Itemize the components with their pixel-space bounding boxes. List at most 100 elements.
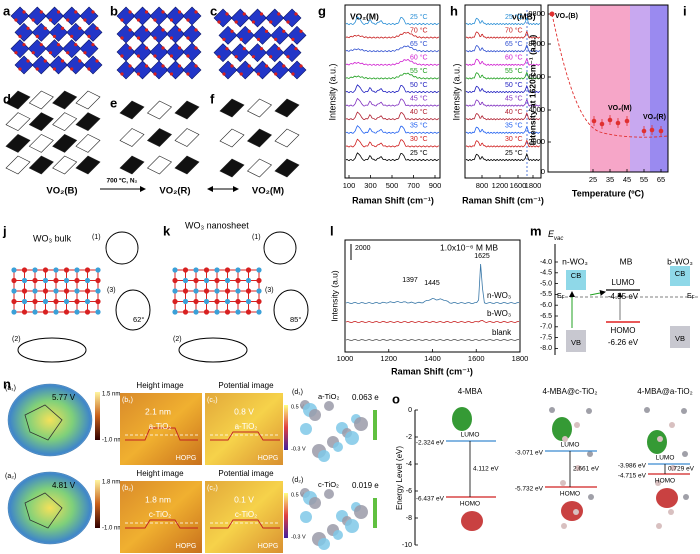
cluster-atom	[354, 505, 368, 519]
octahedron	[174, 128, 200, 147]
colorbar-label: 0.5 V	[291, 492, 304, 498]
panel-label: m	[530, 223, 542, 238]
atom	[120, 54, 124, 58]
y-tick-label: -2	[406, 434, 412, 441]
atom	[282, 29, 286, 33]
atom	[277, 47, 281, 51]
atom	[43, 59, 47, 63]
legend-label: 40 °C	[410, 108, 428, 116]
y-tick-label: -7.5	[540, 334, 552, 341]
legend-label: 25 °C	[410, 149, 428, 157]
gap-label: 0.729 eV	[668, 466, 695, 473]
value-label: 4.81 V	[52, 481, 76, 490]
phase-label: VO₂(M)	[252, 186, 284, 197]
atom	[31, 18, 35, 22]
atom	[22, 43, 26, 47]
atom	[177, 64, 182, 68]
y-tick-label: 4000	[528, 105, 545, 114]
spectrum	[345, 97, 440, 107]
legend-label: 60 °C	[410, 54, 428, 62]
legend-label: 25 °C	[410, 13, 428, 21]
y-tick-label: -6	[406, 488, 412, 495]
atom	[182, 298, 189, 305]
y-tick-label: 0	[408, 407, 412, 414]
octahedron	[75, 90, 101, 110]
atom	[224, 298, 231, 305]
substrate-label: HOPG	[176, 543, 197, 550]
atom	[21, 267, 28, 273]
phase-label: VO₂(B)	[46, 186, 77, 197]
atom	[74, 309, 80, 315]
atom	[53, 309, 59, 315]
polyhedron	[182, 42, 202, 62]
polyhedron	[248, 43, 267, 63]
angle-label: 62°	[133, 315, 144, 324]
y-axis-label: Intensity (a.u.)	[451, 63, 461, 120]
atom	[224, 288, 231, 294]
atom	[144, 28, 149, 32]
cluster-atom	[309, 409, 321, 421]
atom	[235, 288, 241, 294]
system-label: 4-MBA@a-TiO₂	[637, 387, 692, 396]
molecule-atom	[560, 480, 566, 486]
molecule-atom	[586, 408, 592, 414]
polyhedron	[282, 43, 302, 63]
concentration-label: 1.0x10⁻⁶ M MB	[440, 242, 498, 252]
atom	[70, 34, 74, 38]
atom	[245, 267, 252, 273]
panel-label: n	[3, 376, 11, 391]
atom	[11, 298, 17, 305]
plot-title: ν(MB)	[512, 11, 536, 21]
polyhedron	[116, 60, 136, 80]
subpanel-label: (b₂)	[122, 485, 133, 492]
atom	[91, 10, 95, 14]
spectrum	[345, 58, 440, 66]
atom	[245, 298, 252, 305]
afm-image	[120, 393, 202, 465]
atom	[53, 267, 59, 273]
polyhedron	[45, 39, 64, 59]
colorbar	[284, 493, 288, 538]
spectrum	[345, 45, 440, 53]
atom	[120, 72, 124, 76]
atom	[256, 309, 262, 315]
colorbar	[284, 405, 288, 450]
system-label: 4-MBA	[458, 387, 483, 396]
y-axis-label: Intensity at 1620 cm⁻¹ (a.u.)	[527, 34, 537, 145]
atom	[242, 12, 246, 16]
atom	[42, 309, 49, 315]
atom	[186, 36, 190, 40]
colorbar-label: -0.3 V	[291, 534, 306, 540]
panel-label: g	[318, 3, 326, 18]
value-label: 2.1 nm	[145, 406, 171, 416]
panel-label: k	[163, 223, 171, 238]
molecule-atom	[681, 408, 687, 414]
atom	[222, 37, 226, 41]
data-point	[615, 120, 621, 126]
subpanel-label: (b₁)	[122, 397, 133, 404]
y-tick-label: 2000	[528, 137, 545, 146]
atom	[193, 309, 199, 315]
atom	[128, 28, 132, 32]
polyhedron	[270, 25, 290, 45]
legend-label: 45 °C	[505, 94, 523, 102]
colorbar-label: 1.8 nm	[102, 480, 120, 486]
molecule-atom	[575, 465, 581, 471]
x-tick-label: 65	[657, 175, 665, 184]
panel-label: d	[3, 91, 11, 106]
axis-title-sub: vac	[554, 236, 563, 242]
molecule-atom	[549, 407, 555, 413]
molecule-atom	[670, 465, 676, 471]
polyhedron	[265, 43, 285, 63]
subpanel-label: (a₂)	[5, 473, 16, 480]
atom	[161, 46, 165, 50]
spectrum	[345, 72, 440, 80]
energy-label: -3.986 eV	[618, 463, 647, 470]
x-tick-label: 1000	[337, 354, 354, 363]
level-label: LUMO	[461, 432, 480, 439]
atom	[214, 298, 220, 305]
atom	[294, 12, 298, 16]
column-label: MB	[620, 256, 633, 266]
level-label: LUMO	[611, 278, 634, 287]
atom	[84, 267, 91, 273]
